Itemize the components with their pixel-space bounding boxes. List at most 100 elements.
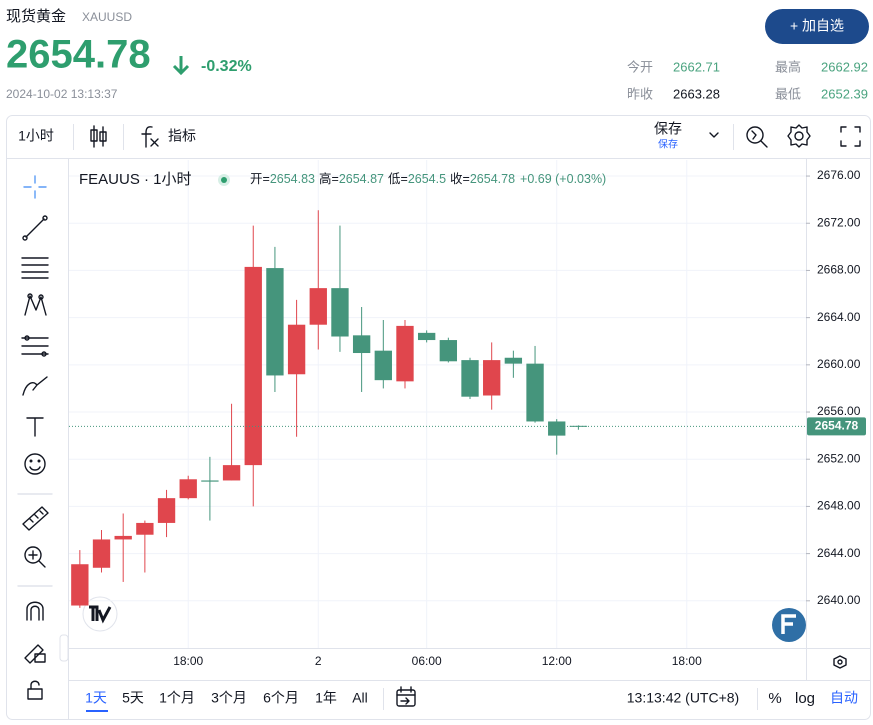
lock-tool[interactable] bbox=[27, 680, 43, 700]
candle-body bbox=[417, 332, 436, 341]
stat-value: 2662.92 bbox=[821, 59, 868, 74]
candle-body bbox=[331, 288, 349, 337]
stat-label: 最低 bbox=[775, 86, 801, 101]
date-range-icon[interactable] bbox=[396, 686, 416, 707]
candle-body bbox=[569, 425, 588, 427]
pattern-tool[interactable] bbox=[24, 293, 47, 316]
candle-body bbox=[71, 564, 89, 606]
interval-button[interactable]: 1小时 bbox=[18, 128, 54, 144]
y-tick-label: 2672.00 bbox=[817, 215, 861, 229]
stat-label: 今开 bbox=[627, 59, 653, 74]
ohlc-label: 低= bbox=[388, 172, 408, 186]
candle-body bbox=[244, 266, 262, 466]
indicators-button[interactable]: 指标 bbox=[168, 128, 196, 144]
candle-body bbox=[504, 357, 523, 364]
candle-body bbox=[179, 479, 197, 499]
candle-body bbox=[92, 539, 111, 568]
ohlc-value: 2654.78 bbox=[470, 172, 515, 186]
button-label[interactable]: + 加自选 bbox=[790, 18, 844, 34]
range-button[interactable]: 1个月 bbox=[159, 690, 195, 706]
y-tick-label: 2652.00 bbox=[817, 451, 861, 465]
crosshair-tool[interactable] bbox=[23, 175, 47, 199]
sidebar-toggle[interactable] bbox=[59, 634, 69, 662]
y-tick-label: 2640.00 bbox=[817, 593, 861, 607]
candle-body bbox=[396, 325, 414, 382]
fullscreen-icon[interactable] bbox=[840, 126, 861, 147]
range-button[interactable]: All bbox=[352, 690, 368, 706]
instrument-symbol: XAUUSD bbox=[82, 10, 132, 24]
clock: 13:13:42 (UTC+8) bbox=[627, 690, 739, 706]
candle-body bbox=[222, 465, 241, 481]
range-button[interactable]: 1年 bbox=[315, 690, 337, 706]
range-button[interactable]: 1天 bbox=[85, 690, 107, 706]
add-watchlist-button[interactable]: + 加自选 bbox=[765, 9, 869, 44]
y-tick-label: 2656.00 bbox=[817, 404, 861, 418]
brush-tool[interactable] bbox=[22, 376, 48, 396]
candle-body bbox=[526, 363, 544, 422]
plot-area bbox=[69, 160, 806, 648]
ruler-tool[interactable] bbox=[22, 506, 49, 531]
x-tick-label: 18:00 bbox=[672, 654, 702, 668]
y-tick-label: 2676.00 bbox=[817, 168, 861, 182]
x-tick-label: 2 bbox=[315, 654, 322, 668]
candle-body bbox=[309, 288, 327, 325]
y-tick-label: 2644.00 bbox=[817, 546, 861, 560]
range-button[interactable]: 6个月 bbox=[263, 690, 299, 706]
candle-body bbox=[266, 268, 284, 376]
text-tool[interactable] bbox=[26, 417, 44, 437]
stat-value: 2652.39 bbox=[821, 86, 868, 101]
stat-value: 2662.71 bbox=[673, 59, 720, 74]
x-tick-label: 06:00 bbox=[412, 654, 442, 668]
stat-label: 最高 bbox=[775, 59, 801, 74]
settings-icon[interactable] bbox=[787, 124, 811, 148]
indicator-icon[interactable] bbox=[141, 126, 159, 148]
candle-body bbox=[114, 535, 132, 540]
save-dropdown[interactable] bbox=[709, 132, 719, 138]
candle-body bbox=[201, 480, 219, 482]
lock-drawing-tool[interactable] bbox=[24, 644, 46, 664]
magnet-tool[interactable] bbox=[26, 601, 44, 621]
candle-body bbox=[157, 498, 176, 523]
down-arrow bbox=[172, 56, 190, 76]
axis-settings-icon[interactable] bbox=[833, 655, 847, 669]
ohlc-label: 收= bbox=[450, 172, 470, 186]
ohlc-value: 2654.83 bbox=[270, 172, 315, 186]
range-button[interactable]: 5天 bbox=[122, 690, 144, 706]
candle-body bbox=[374, 350, 392, 381]
last-price-tag bbox=[807, 417, 866, 436]
candle-body bbox=[287, 324, 306, 375]
alert-icon[interactable] bbox=[746, 126, 768, 148]
chart-type-icon[interactable] bbox=[90, 125, 107, 148]
save-button[interactable]: 保存 bbox=[654, 121, 682, 137]
fib-tool[interactable] bbox=[21, 257, 49, 279]
x-tick-label: 18:00 bbox=[173, 654, 203, 668]
ohlc-legend: 开=2654.83 高=2654.87 低=2654.5 收=2654.78 +0.69… bbox=[250, 171, 606, 186]
y-tick-label: 2660.00 bbox=[817, 357, 861, 371]
price-change: -0.32% bbox=[201, 58, 252, 75]
candle-body bbox=[461, 360, 479, 397]
percent-toggle[interactable]: % bbox=[768, 690, 781, 707]
emoji-tool[interactable] bbox=[24, 453, 46, 475]
stat-label: 昨收 bbox=[627, 86, 653, 101]
projection-tool[interactable] bbox=[21, 335, 49, 357]
x-tick-label: 12:00 bbox=[542, 654, 572, 668]
candle-body bbox=[439, 340, 458, 362]
instrument-title: 现货黄金 bbox=[6, 8, 66, 25]
zoom-tool[interactable] bbox=[24, 546, 46, 568]
candle-body bbox=[352, 335, 371, 354]
drawing-toolbar bbox=[17, 175, 53, 700]
y-tick-label: 2664.00 bbox=[817, 310, 861, 324]
ohlc-label: 高= bbox=[319, 171, 339, 186]
log-toggle[interactable]: log bbox=[795, 690, 815, 707]
y-tick-label: 2668.00 bbox=[817, 263, 861, 277]
candle-body bbox=[548, 421, 566, 436]
last-price-label: 2654.78 bbox=[815, 419, 859, 433]
range-button[interactable]: 3个月 bbox=[211, 690, 247, 706]
y-tick-label: 2648.00 bbox=[817, 499, 861, 513]
market-status-dot bbox=[221, 177, 227, 183]
provider-logo bbox=[772, 608, 806, 642]
auto-toggle[interactable]: 自动 bbox=[830, 690, 858, 706]
trendline-tool[interactable] bbox=[22, 215, 48, 241]
